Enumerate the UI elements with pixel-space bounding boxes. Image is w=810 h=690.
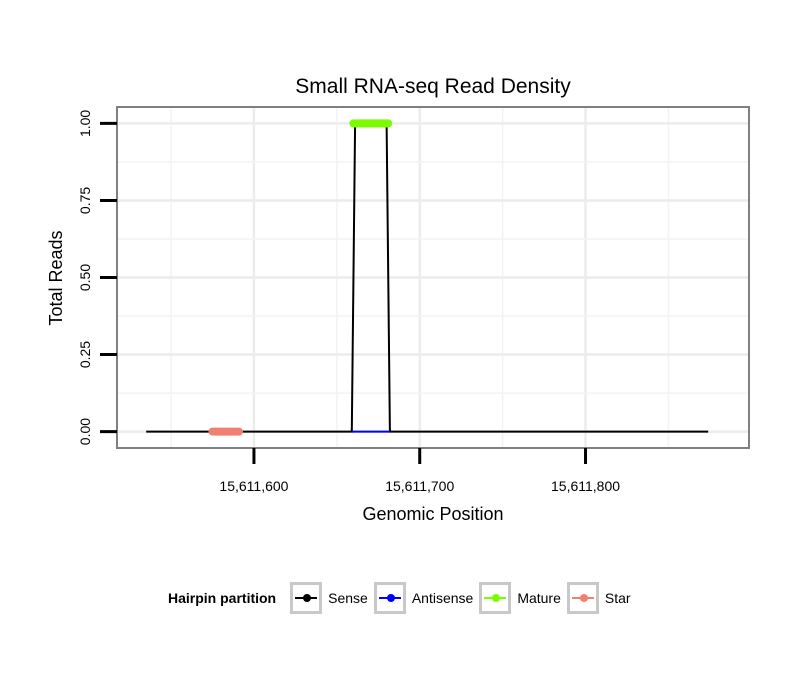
legend-key-dot — [492, 594, 501, 602]
x-axis-label: Genomic Position — [362, 504, 503, 524]
y-tick-label: 0.50 — [77, 264, 93, 291]
legend-items: Sense Antisense Mature Star — [290, 582, 636, 614]
legend-label: Mature — [517, 590, 561, 606]
series-layer — [146, 119, 709, 436]
legend-label: Star — [604, 590, 631, 606]
legend-label: Sense — [328, 590, 368, 606]
x-tick-label: 15,611,700 — [385, 478, 454, 494]
y-tick-label: 0.75 — [77, 187, 93, 214]
legend-title: Hairpin partition — [168, 590, 277, 606]
legend-key-antisense — [373, 582, 406, 614]
legend-item-antisense: Antisense — [373, 582, 474, 614]
x-tick-label: 15,611,800 — [551, 478, 620, 494]
legend-key-star — [566, 582, 599, 614]
axes: 0.00 0.25 0.50 0.75 1.00 15,611,600 15,611,700… — [77, 110, 620, 494]
chart-title: Small RNA-seq Read Density — [295, 75, 571, 98]
y-tick-label: 1.00 — [77, 110, 93, 137]
legend-key-sense — [290, 582, 323, 614]
grid — [118, 108, 748, 447]
legend-key-mature — [479, 582, 512, 614]
legend-item-mature: Mature — [479, 582, 561, 614]
legend-item-sense: Sense — [290, 582, 368, 614]
y-axis-label: Total Reads — [46, 230, 66, 325]
legend-item-star: Star — [566, 582, 631, 614]
x-tick-label: 15,611,600 — [219, 478, 288, 494]
legend-key-dot — [303, 594, 312, 602]
y-tick-label: 0.25 — [77, 341, 93, 368]
legend: Hairpin partition Sense Antisense Mature St… — [168, 580, 637, 616]
legend-label: Antisense — [411, 590, 474, 606]
legend-key-dot — [579, 594, 588, 602]
legend-key-dot — [386, 594, 395, 602]
y-tick-label: 0.00 — [77, 418, 93, 445]
